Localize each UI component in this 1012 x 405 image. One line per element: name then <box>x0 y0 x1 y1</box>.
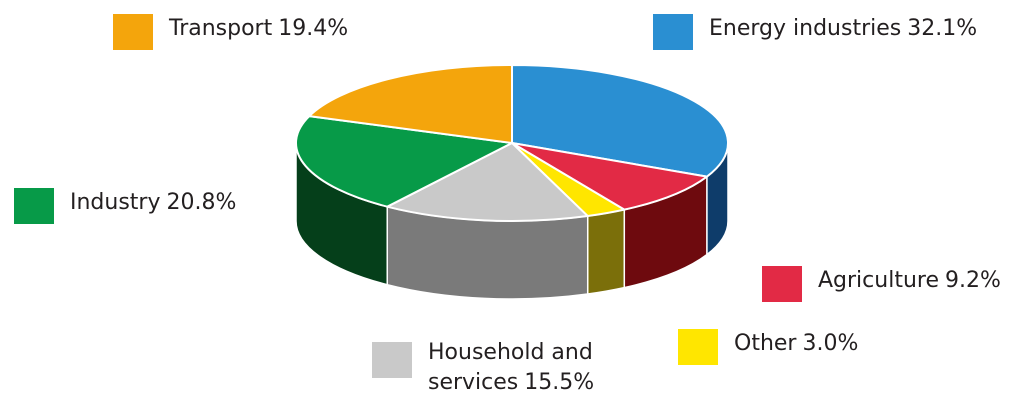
legend-swatch-energy-industries <box>653 14 693 50</box>
legend-label-other: Other 3.0% <box>734 331 859 356</box>
pie-slice-energy-industries <box>511 64 729 178</box>
legend-label-transport: Transport 19.4% <box>169 16 349 41</box>
legend-label-energy-industries: Energy industries 32.1% <box>709 16 978 41</box>
legend-item-household-and-services: Household and services 15.5% <box>372 340 628 398</box>
legend-swatch-transport <box>113 14 153 50</box>
legend-item-transport: Transport 19.4% <box>113 14 348 50</box>
legend-swatch-industry <box>14 188 54 224</box>
legend-label-agriculture: Agriculture 9.2% <box>818 268 1001 293</box>
pie-slice-industry <box>295 115 513 208</box>
pie-slice-agriculture <box>511 142 708 211</box>
legend-swatch-agriculture <box>762 266 802 302</box>
pie-slice-household-and-services <box>386 142 589 222</box>
pie-side-other <box>586 208 626 295</box>
legend-item-agriculture: Agriculture 9.2% <box>762 266 1001 302</box>
pie-slice-transport <box>308 64 513 144</box>
legend-swatch-household-and-services <box>372 342 412 378</box>
legend-swatch-other <box>678 329 718 365</box>
legend-item-energy-industries: Energy industries 32.1% <box>653 14 977 50</box>
legend-item-other: Other 3.0% <box>678 329 858 365</box>
legend-label-industry: Industry 20.8% <box>70 190 237 215</box>
legend-label-household-and-services: Household and services 15.5% <box>428 340 595 395</box>
legend-item-industry: Industry 20.8% <box>14 188 236 224</box>
